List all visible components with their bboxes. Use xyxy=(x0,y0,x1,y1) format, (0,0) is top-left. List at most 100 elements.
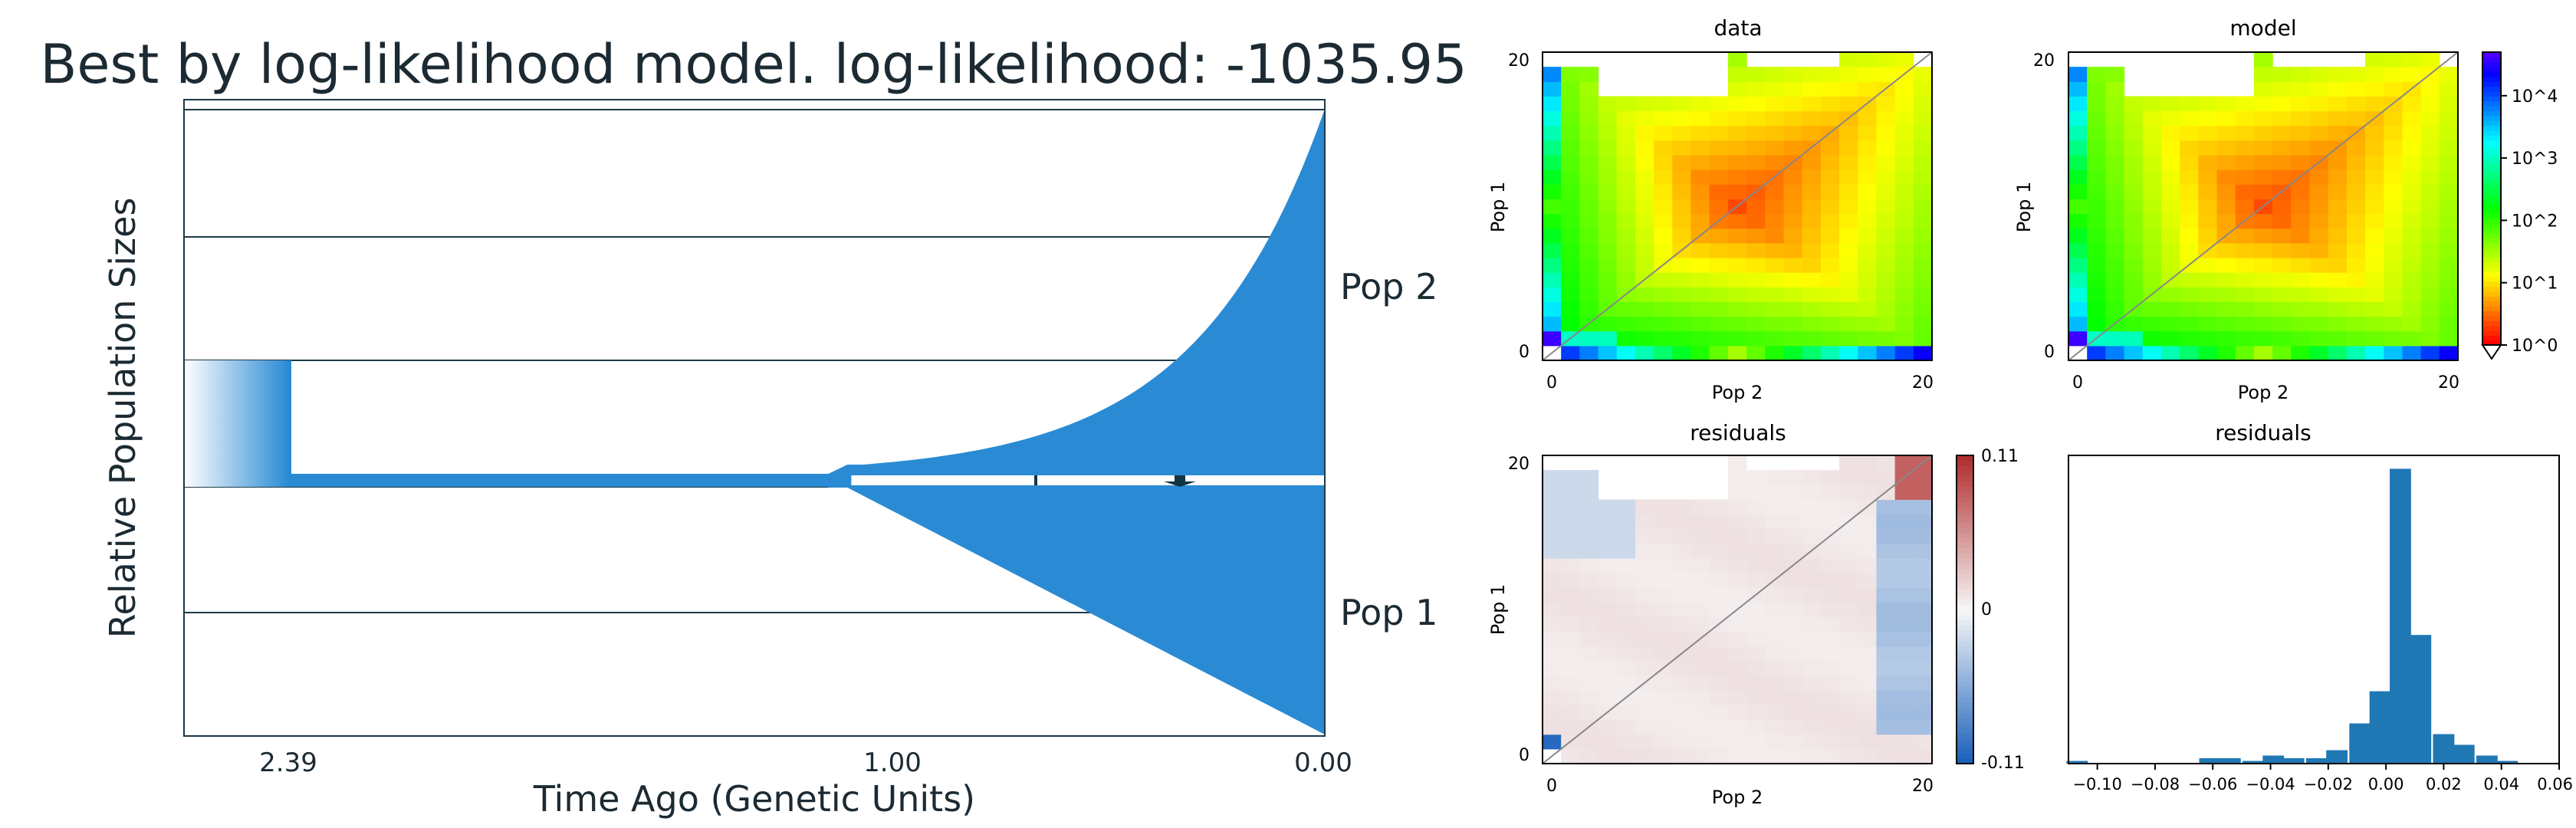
heatmap-cell xyxy=(1894,155,1914,170)
heatmap-cell xyxy=(1727,455,1747,471)
heatmap-cell xyxy=(1839,485,1858,501)
heatmap-cell xyxy=(1858,690,1878,706)
heatmap-cell xyxy=(1654,528,1673,544)
heatmap-cell xyxy=(1913,184,1933,200)
heatmap-cell xyxy=(2365,96,2384,112)
heatmap-cell xyxy=(1858,330,1878,347)
heatmap-cell xyxy=(1598,616,1618,632)
heatmap-cell xyxy=(1802,110,1822,127)
heatmap-cell xyxy=(1839,213,1858,229)
heatmap-cell xyxy=(1635,301,1654,317)
heatmap-cell xyxy=(1802,661,1822,676)
colorbar-segment xyxy=(2482,296,2501,302)
heatmap-cell xyxy=(1746,125,1766,141)
heatmap-cell xyxy=(1802,631,1822,647)
heatmap-cell xyxy=(1876,455,1896,471)
heatmap-cell xyxy=(2105,184,2125,200)
colorbar-segment xyxy=(2482,301,2501,307)
heatmap-cell xyxy=(1616,734,1636,750)
heatmap-cell xyxy=(2328,301,2348,317)
heatmap-cell xyxy=(1876,734,1896,750)
heatmap-cell xyxy=(1820,272,1840,288)
heatmap-cell xyxy=(2142,330,2162,347)
heatmap-cell xyxy=(1783,242,1803,258)
heatmap-cell xyxy=(1894,528,1914,544)
heatmap-cell xyxy=(1783,169,1803,185)
heatmap-cell xyxy=(1654,287,1673,303)
heatmap-cell xyxy=(2291,242,2311,258)
heatmap-cell xyxy=(1672,199,1692,215)
heatmap-cell xyxy=(1765,558,1785,573)
heatmap-cell xyxy=(2402,52,2422,67)
heatmap-cell xyxy=(1802,587,1822,603)
colorbar-segment xyxy=(1957,568,1973,574)
heatmap-cell xyxy=(1820,616,1840,632)
heatmap-cell xyxy=(1727,734,1747,750)
heatmap-cell xyxy=(1894,242,1914,258)
colorbar-segment xyxy=(2482,189,2501,195)
heatmap-cell xyxy=(2309,345,2329,361)
colorbar-segment xyxy=(1957,696,1973,703)
heatmap-cell xyxy=(2402,125,2422,141)
heatmap-cell xyxy=(1579,155,1599,170)
heatmap-cell xyxy=(1579,470,1599,485)
heatmap-cell xyxy=(1858,748,1878,764)
heatmap-cell xyxy=(2420,96,2440,112)
heatmap-cell xyxy=(1839,631,1858,647)
heatmap-cell xyxy=(2439,140,2459,156)
heatmap-cell xyxy=(1802,573,1822,588)
heatmap-cell xyxy=(1727,125,1747,141)
heatmap-cell xyxy=(1746,242,1766,258)
heatmap-cell xyxy=(1894,514,1914,530)
heatmap-cell xyxy=(1616,301,1636,317)
heatmap-cell xyxy=(1672,573,1692,588)
heatmap-cell xyxy=(2253,155,2273,170)
heatmap-cell xyxy=(2124,184,2144,200)
heatmap-cell xyxy=(1802,258,1822,273)
heatmap-cell xyxy=(1543,543,1562,559)
heatmap-cell xyxy=(2235,242,2255,258)
heatmap-cell xyxy=(1635,631,1654,647)
heatmap-cell xyxy=(1598,140,1618,156)
heatmap-cell xyxy=(1746,528,1766,544)
heatmap-cell xyxy=(1543,734,1562,750)
heatmap-cell xyxy=(1727,558,1747,573)
heatmap-cell xyxy=(2068,81,2088,97)
heatmap-cell xyxy=(1913,96,1933,112)
heatmap-cell xyxy=(1820,169,1840,185)
heatmap-cell xyxy=(1858,734,1878,750)
heatmap-cell xyxy=(2124,228,2144,244)
heatmap-cell xyxy=(2439,96,2459,112)
heatmap-cell xyxy=(1635,213,1654,229)
heatmap-cell xyxy=(1783,96,1803,112)
heatmap-cell xyxy=(2253,81,2273,97)
heatmap-cell xyxy=(1820,199,1840,215)
heatmap-cell xyxy=(1709,330,1729,347)
heatmap-cell xyxy=(2328,169,2348,185)
heatmap-cell xyxy=(1579,199,1599,215)
heatmap-cell xyxy=(1839,661,1858,676)
heatmap-cell xyxy=(1727,528,1747,544)
heatmap-cell xyxy=(1709,345,1729,361)
heatmap-cell xyxy=(2160,258,2180,273)
heatmap-cell xyxy=(1858,242,1878,258)
heatmap-cell xyxy=(1579,67,1599,82)
heatmap-cell xyxy=(2384,213,2404,229)
heatmap-cell xyxy=(1858,316,1878,332)
heatmap-cell xyxy=(2328,155,2348,170)
heatmap-cell xyxy=(1839,199,1858,215)
heatmap-cell xyxy=(2420,213,2440,229)
heatmap-cell xyxy=(1561,272,1580,288)
heatmap-cell xyxy=(1839,301,1858,317)
heatmap-cell xyxy=(1858,184,1878,200)
demography-frame xyxy=(183,99,1326,737)
heatmap-cell xyxy=(1894,96,1914,112)
heatmap-cell xyxy=(1561,125,1580,141)
heatmap-cell xyxy=(2198,169,2218,185)
heatmap-cell xyxy=(2439,81,2459,97)
heatmap-cell xyxy=(1802,169,1822,185)
heatmap-cell xyxy=(2272,155,2292,170)
heatmap-cell xyxy=(2105,125,2125,141)
heatmap-cell xyxy=(2439,301,2459,317)
heatmap-cell xyxy=(1839,345,1858,361)
